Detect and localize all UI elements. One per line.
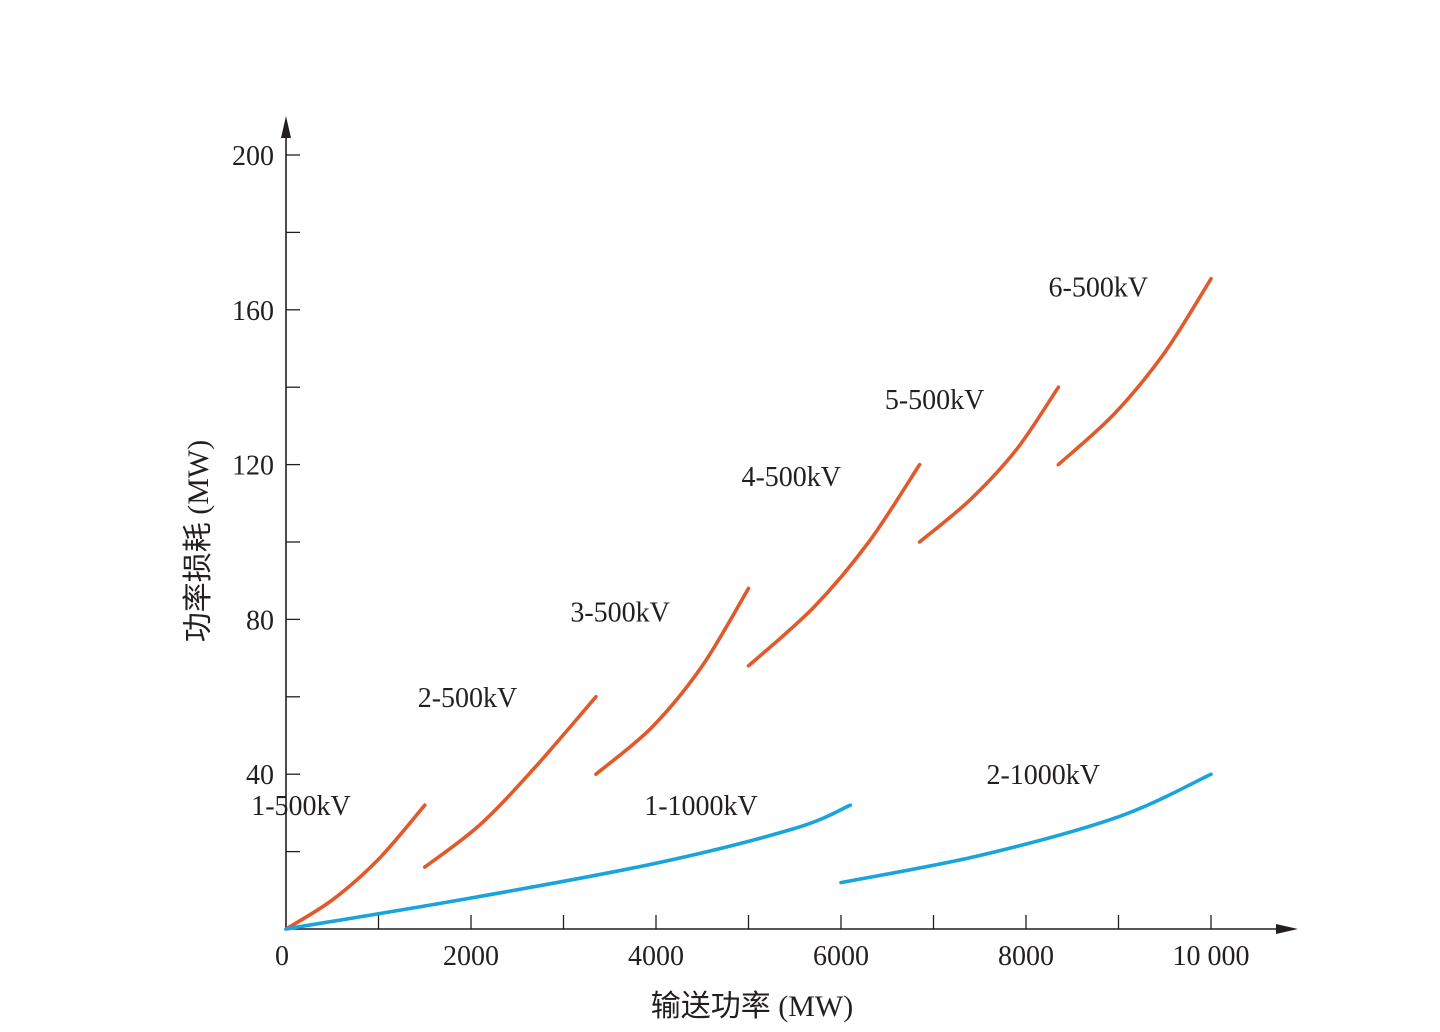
series-line-5-500kv (917, 385, 1061, 544)
axes (281, 116, 1298, 934)
series-line-2-500kv (423, 695, 598, 869)
series-label-2-1000kv: 2-1000kV (986, 760, 1100, 791)
x-tick-label: 2000 (443, 941, 499, 972)
y-axis-arrow-icon (281, 116, 291, 138)
x-tick-label: 10 000 (1173, 941, 1250, 972)
x-axis-title: 输送功率 (MW) (651, 990, 853, 1023)
x-tick-label: 8000 (998, 941, 1054, 972)
series-label-1-1000kv: 1-1000kV (644, 791, 758, 822)
series-line-4-500kv (746, 462, 922, 668)
series-label-5-500kv: 5-500kV (885, 385, 985, 416)
series-label-6-500kv: 6-500kV (1049, 273, 1149, 304)
x-tick-label: 0 (275, 941, 289, 972)
series-line-1-500kv (284, 803, 427, 931)
y-tick-label: 160 (232, 296, 274, 327)
series-lines (284, 277, 1213, 931)
x-tick-label: 4000 (628, 941, 684, 972)
x-axis-ticks: 0 2000 4000 6000 8000 10 000 (275, 915, 1250, 972)
series-line-1-1000kv (284, 803, 853, 931)
y-tick-label: 200 (232, 141, 274, 172)
x-tick-label: 6000 (813, 941, 869, 972)
series-label-4-500kv: 4-500kV (741, 462, 841, 493)
y-axis-title: 功率损耗 (MW) (182, 440, 215, 642)
series-label-3-500kv: 3-500kV (570, 598, 670, 629)
y-tick-label: 120 (232, 451, 274, 482)
series-labels: 1-500kV 2-500kV 3-500kV 4-500kV 5-500kV 6-500… (251, 273, 1148, 823)
series-line-2-1000kv (839, 772, 1213, 885)
y-tick-label: 40 (246, 760, 274, 791)
series-label-2-500kv: 2-500kV (418, 683, 518, 714)
series-label-1-500kv: 1-500kV (251, 791, 351, 822)
series-line-6-500kv (1056, 277, 1213, 467)
x-axis-arrow-icon (1276, 924, 1298, 934)
y-axis-ticks: 40 80 120 160 200 (232, 141, 300, 853)
y-tick-label: 80 (246, 605, 274, 636)
series-line-3-500kv (594, 586, 751, 776)
